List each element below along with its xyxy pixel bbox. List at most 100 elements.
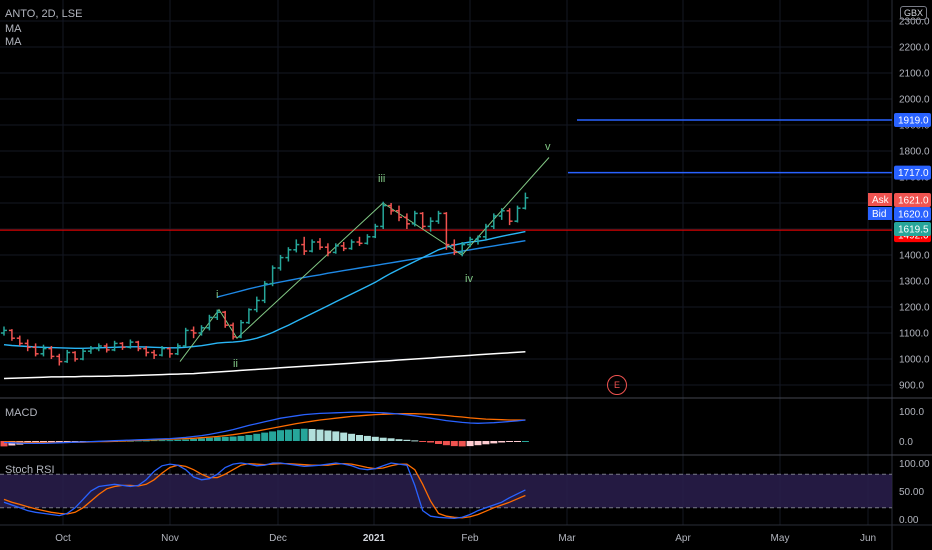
- macd-histogram-bar: [166, 440, 174, 442]
- time-label-oct: Oct: [55, 533, 71, 544]
- macd-histogram-bar: [506, 441, 514, 442]
- time-label-may: May: [770, 533, 790, 544]
- macd-histogram-bar: [395, 439, 403, 441]
- ma-label: MA: [5, 23, 22, 35]
- symbol-legend[interactable]: ANTO, 2D, LSE: [5, 8, 82, 21]
- macd-histogram-bar: [411, 440, 419, 442]
- macd-histogram-bar: [174, 439, 182, 441]
- ma-legend-2[interactable]: MA: [5, 36, 22, 49]
- macd-histogram-bar: [387, 438, 395, 441]
- macd-histogram-bar: [237, 435, 245, 441]
- macd-histogram-bar: [490, 441, 498, 444]
- macd-histogram-bar: [269, 431, 277, 441]
- macd-histogram-bar: [292, 429, 300, 441]
- macd-histogram-bar: [442, 441, 450, 446]
- macd-histogram-bar: [300, 428, 308, 441]
- price-tick-label: 1000.0: [899, 355, 930, 366]
- macd-histogram-bar: [466, 441, 474, 447]
- price-tick-label: 2300.0: [899, 17, 930, 28]
- macd-tick-label: 0.0: [899, 437, 913, 448]
- price-tag-1919: 1919.0: [898, 116, 929, 127]
- time-label-nov: Nov: [161, 533, 179, 544]
- macd-histogram-bar: [356, 435, 363, 441]
- macd-histogram-bar: [284, 429, 292, 441]
- macd-histogram-bar: [221, 436, 229, 441]
- macd-histogram-bar: [277, 430, 284, 441]
- stoch-title: Stoch RSI: [5, 464, 55, 476]
- macd-histogram-bar: [190, 438, 198, 441]
- macd-histogram-bar: [150, 440, 158, 442]
- ma-label: MA: [5, 36, 22, 48]
- macd-histogram-bar: [55, 441, 63, 443]
- macd-histogram-bar: [253, 433, 261, 441]
- ma-long-line: [3, 350, 526, 380]
- macd-histogram-bar: [379, 437, 387, 441]
- price-tag-last: 1619.5: [898, 225, 929, 236]
- price-tick-label: 1800.0: [899, 147, 930, 158]
- macd-histogram-bar: [332, 431, 340, 441]
- symbol-line: ANTO, 2D, LSE: [5, 8, 83, 20]
- macd-histogram-bar: [324, 430, 332, 441]
- time-label-mar: Mar: [558, 533, 576, 544]
- price-tag-last-bg: [894, 222, 931, 236]
- wave-label-i: i: [216, 289, 218, 301]
- ask-label: Ask: [872, 195, 890, 206]
- price-tag-1717: 1717.0: [898, 168, 929, 179]
- macd-line: [3, 411, 526, 445]
- earnings-event-icon[interactable]: E: [607, 375, 627, 395]
- macd-histogram-bar: [419, 441, 427, 442]
- price-tick-label: 1200.0: [899, 303, 930, 314]
- macd-histogram-bar: [205, 437, 213, 441]
- stoch-tick-label: 50.00: [899, 487, 924, 498]
- wave-label-v: v: [545, 141, 551, 153]
- macd-histogram-bar: [474, 441, 482, 446]
- macd-histogram-bar: [316, 429, 324, 441]
- macd-histogram-bar: [142, 440, 150, 442]
- macd-histogram-bar: [198, 438, 205, 441]
- macd-histogram-bar: [514, 441, 521, 442]
- stoch-k-line: [3, 462, 526, 520]
- time-label-2021: 2021: [362, 533, 386, 544]
- macd-histogram-bar: [371, 436, 379, 441]
- price-tick-label: 1100.0: [899, 329, 929, 340]
- macd-histogram-bar: [213, 437, 221, 441]
- price-tick-label: 2200.0: [899, 43, 930, 54]
- stoch-tick-label: 100.00: [899, 459, 930, 470]
- currency-button[interactable]: GBX: [899, 6, 927, 20]
- price-tag-red: 1492.0: [898, 231, 929, 242]
- macd-histogram-bar: [498, 441, 506, 443]
- macd-histogram-bar: [182, 439, 190, 441]
- price-tick-label: 1400.0: [899, 251, 930, 262]
- stoch-band: [0, 474, 892, 508]
- macd-histogram-bar: [450, 441, 458, 447]
- macd-histogram-bar: [63, 441, 71, 443]
- ask-price-tag: 1621.0: [898, 196, 929, 207]
- macd-tick-label: 100.0: [899, 407, 924, 418]
- stoch-tick-label: 0.00: [899, 515, 919, 526]
- price-tick-label: 2000.0: [899, 95, 930, 106]
- macd-histogram-bar: [427, 441, 435, 443]
- price-tick-label: 900.0: [899, 381, 924, 392]
- bid-price-tag-bg: [894, 207, 931, 221]
- macd-histogram-bar: [0, 441, 8, 447]
- ma-mid-line: [217, 240, 526, 298]
- macd-histogram-bar: [245, 435, 253, 441]
- ma-legend-1[interactable]: MA: [5, 23, 22, 36]
- time-label-dec: Dec: [269, 533, 287, 544]
- bid-label: Bid: [872, 209, 886, 220]
- macd-histogram-bar: [458, 441, 466, 447]
- stoch-legend[interactable]: Stoch RSI: [5, 464, 55, 477]
- time-label-jun: Jun: [859, 533, 877, 544]
- ask-price-tag-bg: [894, 193, 931, 207]
- macd-title: MACD: [5, 407, 38, 419]
- macd-histogram-bar: [348, 433, 356, 441]
- macd-legend[interactable]: MACD: [5, 407, 37, 420]
- macd-histogram-bar: [71, 441, 79, 442]
- macd-histogram-bar: [403, 439, 411, 441]
- price-tick-label: 2100.0: [899, 69, 930, 80]
- bid-price-tag: 1620.0: [898, 210, 929, 221]
- time-label-feb: Feb: [461, 533, 479, 544]
- macd-histogram-bar: [521, 441, 529, 442]
